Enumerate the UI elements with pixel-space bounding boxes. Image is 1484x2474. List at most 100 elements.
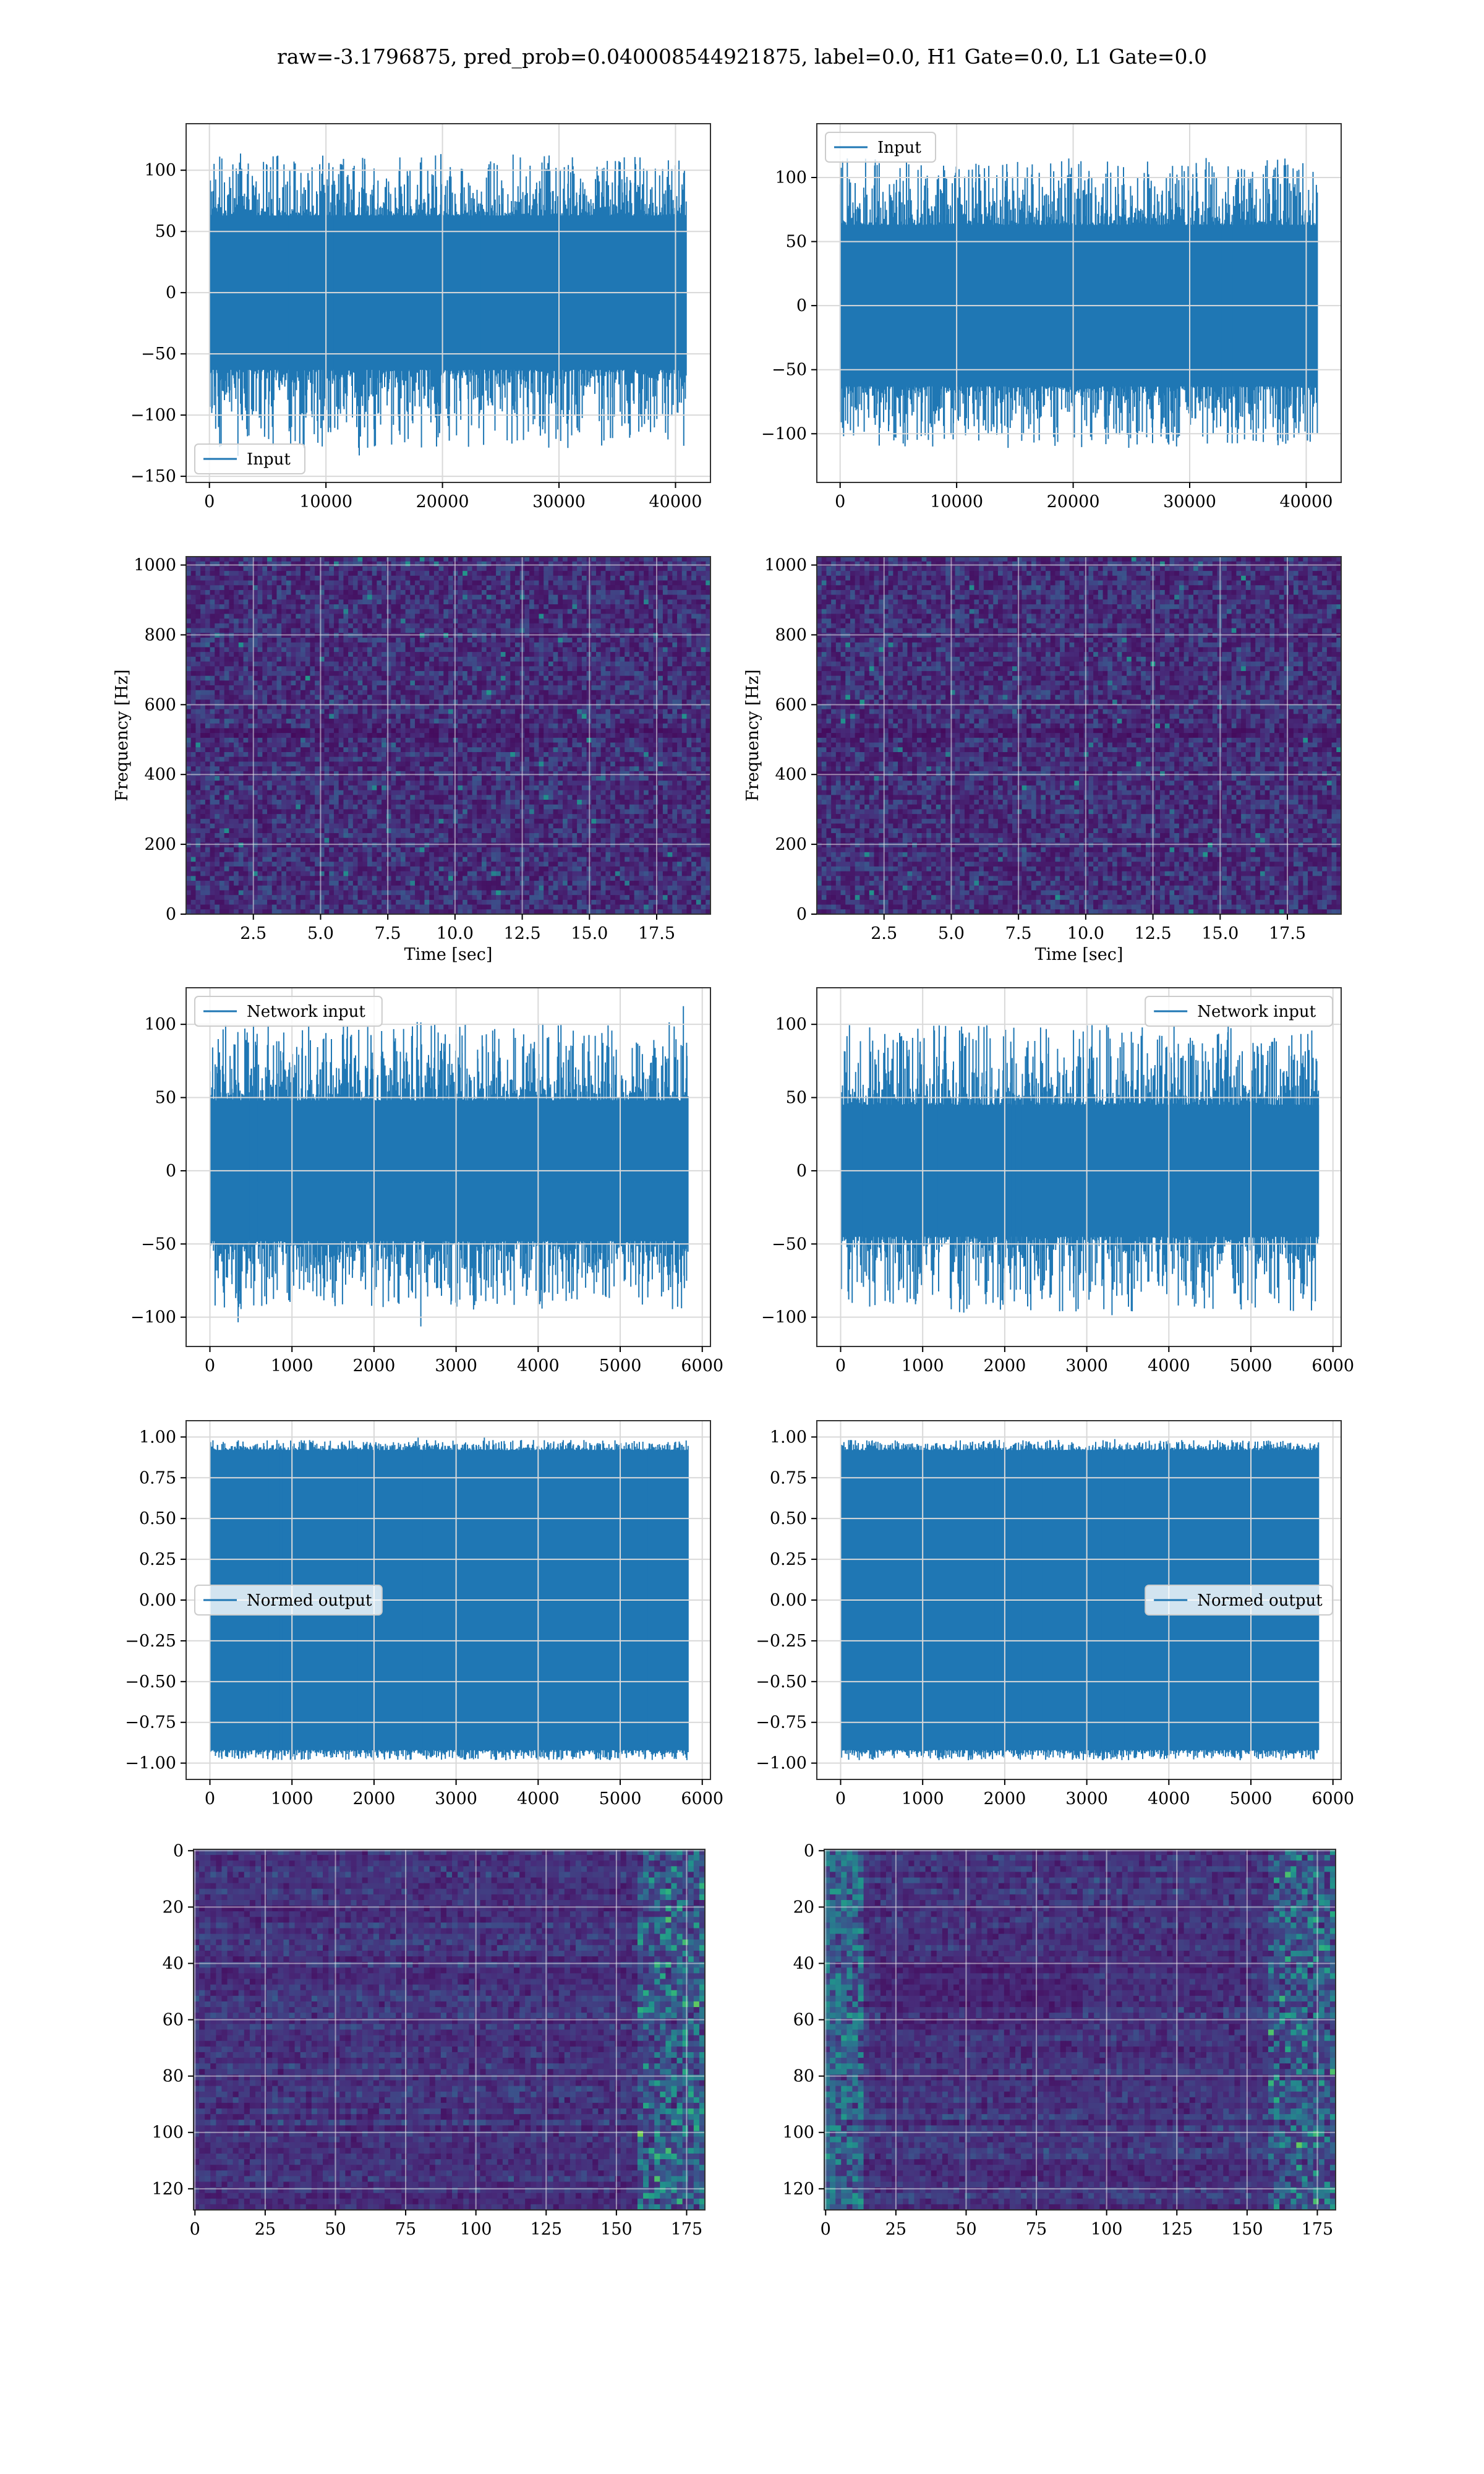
h1-input-xtick-label: 0 <box>204 492 215 511</box>
l1-normed-output-ytick-label: 0.25 <box>770 1550 807 1569</box>
h1-input-legend-label: Input <box>247 450 291 469</box>
h1-normed-output-ytick-label: 0.25 <box>139 1550 176 1569</box>
h1-feature-map-xtick-label: 25 <box>255 2220 276 2239</box>
h1-spectrogram-xtick-label: 17.5 <box>638 924 675 943</box>
l1-normed-output-xtick-label: 0 <box>835 1789 846 1808</box>
h1-normed-output-ytick-label: −0.25 <box>125 1632 176 1651</box>
l1-network-input-xtick-label: 0 <box>835 1356 846 1376</box>
h1-feature-map-ytick-label: 40 <box>163 1954 184 1973</box>
h1-feature-map-panel: 0 25 50 75 100 125 150 175 0 20 40 60 80 100 120 <box>151 1841 706 2239</box>
h1-network-input-legend: Network input <box>194 996 383 1027</box>
h1-feature-map-xtick-label: 125 <box>530 2220 562 2239</box>
h1-spectrogram-xtick-label: 5.0 <box>307 924 334 943</box>
h1-normed-output-xtick-label: 5000 <box>599 1789 642 1808</box>
h1-network-input-ytick-label: 50 <box>155 1089 176 1108</box>
h1-feature-map-ytick-label: 80 <box>163 2067 184 2086</box>
l1-input-xtick-label: 40000 <box>1280 492 1333 511</box>
l1-normed-output-ytick-label: 1.00 <box>770 1427 807 1447</box>
h1-normed-output-ytick-label: −0.75 <box>125 1713 176 1732</box>
h1-feature-map-ytick-label: 20 <box>163 1898 184 1917</box>
l1-spectrogram-xtick-label: 10.0 <box>1067 924 1104 943</box>
h1-spectrogram-frame <box>186 556 711 915</box>
l1-normed-output-ytick-label: 0.00 <box>770 1591 807 1610</box>
h1-spectrogram-ytick-label: 600 <box>144 695 176 714</box>
l1-normed-output-ytick-label: −1.00 <box>756 1754 807 1773</box>
l1-network-input-legend: Network input <box>1145 996 1333 1027</box>
h1-spectrogram-ylabel: Frequency [Hz] <box>113 669 132 801</box>
h1-normed-output-xtick-label: 4000 <box>517 1789 560 1808</box>
h1-feature-map-xtick-label: 75 <box>395 2220 416 2239</box>
l1-feature-map-xtick-label: 50 <box>955 2220 976 2239</box>
h1-network-input-ytick-label: −50 <box>141 1235 176 1254</box>
h1-spectrogram-xtick-label: 10.0 <box>437 924 474 943</box>
l1-network-input-frame <box>816 987 1342 1347</box>
h1-feature-map-xtick-label: 150 <box>600 2220 633 2239</box>
l1-feature-map-ytick-label: 120 <box>782 2180 814 2199</box>
l1-feature-map-gridlines <box>824 1849 1336 2210</box>
l1-feature-map-xtick-label: 75 <box>1026 2220 1047 2239</box>
l1-input-panel: 0 10000 20000 30000 40000 −100 −50 0 50 100 Input <box>761 123 1342 511</box>
l1-spectrogram-xtick-label: 7.5 <box>1005 924 1032 943</box>
l1-input-frame <box>816 123 1342 483</box>
h1-normed-output-ytick-label: −1.00 <box>125 1754 176 1773</box>
h1-feature-map-xtick-label: 175 <box>671 2220 703 2239</box>
h1-spectrogram-xlabel: Time [sec] <box>404 945 493 964</box>
l1-input-gridlines <box>817 124 1341 482</box>
l1-normed-output-xtick-label: 4000 <box>1148 1789 1190 1808</box>
l1-feature-map-plot-area <box>824 1849 1336 2210</box>
l1-feature-map-heatmap-cells <box>824 1849 1336 2210</box>
l1-feature-map-ytick-label: 60 <box>793 2011 814 2030</box>
l1-spectrogram-ytick-label: 600 <box>775 695 807 714</box>
h1-normed-output-xtick-label: 0 <box>205 1789 215 1808</box>
l1-feature-map-panel: 0 25 50 75 100 125 150 175 0 20 40 60 80 100 120 <box>782 1841 1336 2239</box>
l1-spectrogram-heatmap-cells <box>817 557 1341 914</box>
h1-network-input-xtick-label: 5000 <box>599 1356 642 1376</box>
l1-normed-output-ytick-label: 0.75 <box>770 1468 807 1487</box>
l1-normed-output-xtick-label: 2000 <box>984 1789 1026 1808</box>
h1-normed-output-panel: 0 1000 2000 3000 4000 5000 6000 −1.00 −0.75 −0.50… <box>125 1420 723 1808</box>
l1-feature-map-ytick-label: 0 <box>804 1841 814 1860</box>
h1-feature-map-frame <box>193 1849 706 2211</box>
l1-spectrogram-ytick-label: 400 <box>775 765 807 784</box>
h1-feature-map-heatmap-cells <box>194 1849 705 2210</box>
l1-network-input-xtick-label: 5000 <box>1230 1356 1273 1376</box>
h1-feature-map-plot-area <box>194 1849 705 2210</box>
h1-normed-output-xtick-label: 6000 <box>681 1789 723 1808</box>
h1-spectrogram-xtick-label: 15.0 <box>571 924 608 943</box>
h1-spectrogram-ytick-label: 0 <box>166 905 176 924</box>
l1-feature-map-ytick-label: 20 <box>793 1898 814 1917</box>
h1-spectrogram-ytick-label: 800 <box>144 625 176 644</box>
l1-normed-output-panel: 0 1000 2000 3000 4000 5000 6000 −1.00 −0.75 −0.50… <box>756 1420 1354 1808</box>
l1-network-input-ytick-label: −100 <box>761 1308 807 1327</box>
l1-spectrogram-xlabel: Time [sec] <box>1035 945 1124 964</box>
l1-spectrogram-xtick-label: 15.0 <box>1201 924 1239 943</box>
h1-feature-map-ytick-label: 120 <box>151 2180 184 2199</box>
h1-normed-output-legend: Normed output <box>194 1585 383 1616</box>
h1-network-input-legend-label: Network input <box>247 1003 365 1021</box>
h1-input-ytick-label: 50 <box>155 222 176 241</box>
h1-input-ytick-label: −100 <box>130 406 176 425</box>
h1-input-xtick-label: 10000 <box>299 492 352 511</box>
l1-input-xtick-label: 10000 <box>930 492 983 511</box>
l1-input-ytick-label: −50 <box>772 361 807 380</box>
l1-network-input-ytick-label: 50 <box>786 1089 807 1108</box>
l1-feature-map-xtick-label: 25 <box>885 2220 906 2239</box>
l1-network-input-xtick-label: 6000 <box>1311 1356 1354 1376</box>
h1-network-input-frame <box>186 987 711 1347</box>
h1-input-panel: 0 10000 20000 30000 40000 −150 −100 −50 0 50 100 In… <box>130 123 711 511</box>
h1-normed-output-xtick-label: 1000 <box>271 1789 313 1808</box>
h1-network-input-xtick-label: 6000 <box>681 1356 723 1376</box>
h1-normed-output-ytick-label: 1.00 <box>139 1427 176 1447</box>
l1-spectrogram-panel: 2.5 5.0 7.5 10.0 12.5 15.0 17.5 0 200 400 600 800 10… <box>743 556 1342 964</box>
l1-feature-map-frame <box>824 1849 1336 2211</box>
h1-normed-output-xtick-label: 3000 <box>435 1789 477 1808</box>
l1-input-xtick-label: 30000 <box>1163 492 1216 511</box>
l1-normed-output-xtick-label: 1000 <box>902 1789 944 1808</box>
h1-spectrogram-ytick-label: 400 <box>144 765 176 784</box>
h1-spectrogram-xtick-label: 7.5 <box>375 924 401 943</box>
h1-network-input-xtick-label: 3000 <box>435 1356 477 1376</box>
l1-input-legend-label: Input <box>877 139 921 157</box>
l1-network-input-ytick-label: 0 <box>796 1162 807 1181</box>
l1-input-ytick-label: 50 <box>786 233 807 252</box>
